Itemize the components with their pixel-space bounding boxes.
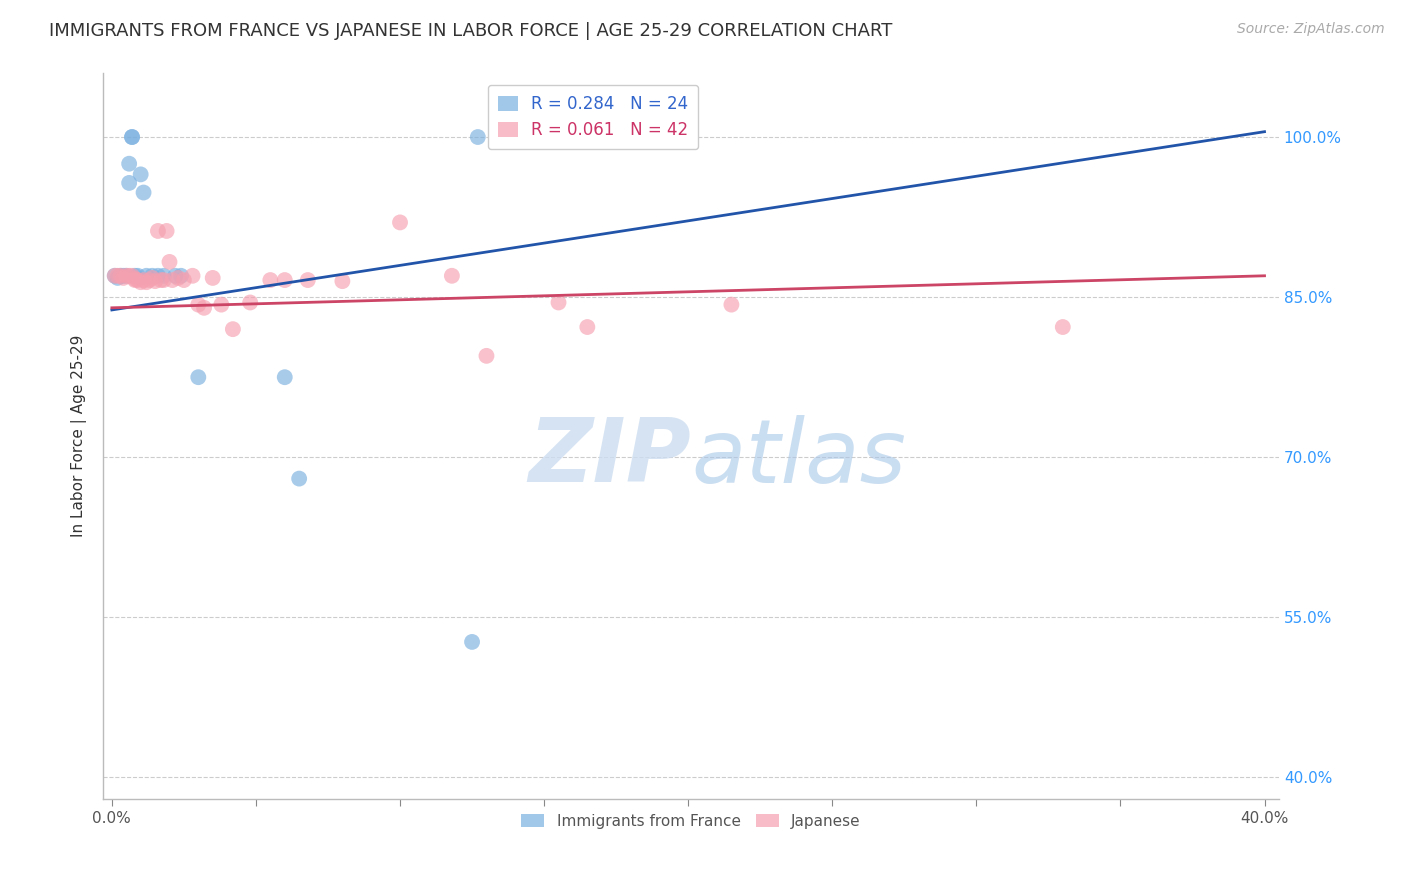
Point <box>141 268 163 283</box>
Point <box>187 370 209 384</box>
Point <box>170 268 193 283</box>
Point <box>167 271 190 285</box>
Point <box>143 274 166 288</box>
Point <box>297 273 319 287</box>
Point <box>104 268 127 283</box>
Point <box>440 268 463 283</box>
Point <box>288 472 311 486</box>
Point <box>1052 320 1074 334</box>
Point <box>193 301 215 315</box>
Point <box>475 349 498 363</box>
Point <box>332 274 354 288</box>
Point <box>720 297 742 311</box>
Point <box>124 268 146 283</box>
Point <box>107 271 129 285</box>
Point <box>115 268 138 283</box>
Point <box>127 268 149 283</box>
Point <box>129 167 152 181</box>
Point <box>146 224 169 238</box>
Point <box>201 271 224 285</box>
Point <box>118 268 141 283</box>
Point <box>274 370 297 384</box>
Point <box>222 322 245 336</box>
Point <box>159 255 181 269</box>
Text: ZIP: ZIP <box>529 414 692 501</box>
Point <box>124 273 146 287</box>
Point <box>141 271 163 285</box>
Point <box>152 268 174 283</box>
Point <box>110 268 132 283</box>
Point <box>149 273 172 287</box>
Point <box>162 273 184 287</box>
Point <box>104 268 127 283</box>
Point <box>118 176 141 190</box>
Text: atlas: atlas <box>692 415 905 500</box>
Point <box>138 273 160 287</box>
Point <box>129 275 152 289</box>
Point <box>461 635 484 649</box>
Text: Source: ZipAtlas.com: Source: ZipAtlas.com <box>1237 22 1385 37</box>
Point <box>107 268 129 283</box>
Point <box>112 271 135 285</box>
Point <box>165 268 187 283</box>
Point <box>209 297 232 311</box>
Point <box>121 268 143 283</box>
Y-axis label: In Labor Force | Age 25-29: In Labor Force | Age 25-29 <box>72 334 87 537</box>
Point <box>135 268 157 283</box>
Point <box>121 130 143 145</box>
Text: IMMIGRANTS FROM FRANCE VS JAPANESE IN LABOR FORCE | AGE 25-29 CORRELATION CHART: IMMIGRANTS FROM FRANCE VS JAPANESE IN LA… <box>49 22 893 40</box>
Point <box>115 268 138 283</box>
Point <box>259 273 281 287</box>
Point <box>110 268 132 283</box>
Point <box>155 224 177 238</box>
Point <box>274 273 297 287</box>
Point <box>547 295 569 310</box>
Point <box>121 130 143 145</box>
Point <box>127 273 149 287</box>
Point <box>239 295 262 310</box>
Point <box>181 268 204 283</box>
Point <box>132 186 155 200</box>
Point <box>146 268 169 283</box>
Point <box>112 268 135 283</box>
Point <box>132 273 155 287</box>
Point <box>187 297 209 311</box>
Point <box>467 130 489 145</box>
Point <box>118 157 141 171</box>
Point <box>124 272 146 286</box>
Point <box>173 273 195 287</box>
Point <box>389 215 412 229</box>
Point <box>152 273 174 287</box>
Point <box>135 275 157 289</box>
Legend: Immigrants from France, Japanese: Immigrants from France, Japanese <box>516 807 866 835</box>
Point <box>576 320 599 334</box>
